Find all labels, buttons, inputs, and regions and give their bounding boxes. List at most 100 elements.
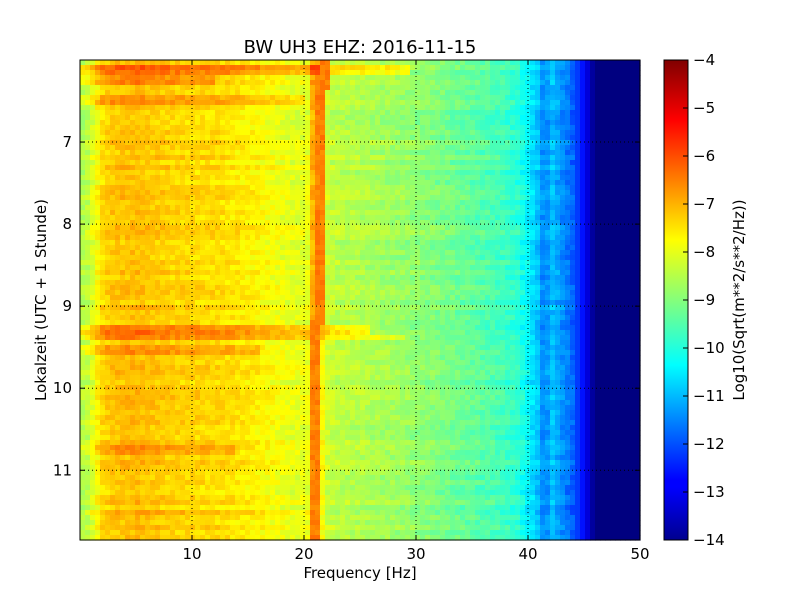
heatmap-cell xyxy=(495,235,501,241)
heatmap-cell xyxy=(130,125,136,131)
heatmap-cell xyxy=(355,250,361,256)
heatmap-cell xyxy=(605,130,611,136)
heatmap-cell xyxy=(270,280,276,286)
heatmap-cell xyxy=(310,240,316,246)
heatmap-cell xyxy=(155,160,161,166)
heatmap-cell xyxy=(115,280,121,286)
heatmap-cell xyxy=(335,280,341,286)
heatmap-cell xyxy=(200,235,206,241)
heatmap-cell xyxy=(585,245,591,251)
heatmap-cell xyxy=(290,185,296,191)
heatmap-cell xyxy=(175,265,181,271)
heatmap-cell xyxy=(105,190,111,196)
heatmap-cell xyxy=(110,65,116,71)
heatmap-cell xyxy=(335,95,341,101)
heatmap-cell xyxy=(95,235,101,241)
heatmap-cell xyxy=(290,160,296,166)
heatmap-cell xyxy=(220,70,226,76)
heatmap-cell xyxy=(90,95,96,101)
heatmap-cell xyxy=(300,75,306,81)
heatmap-cell xyxy=(560,215,566,221)
heatmap-cell xyxy=(350,110,356,116)
heatmap-cell xyxy=(525,200,531,206)
heatmap-cell xyxy=(520,230,526,236)
heatmap-cell xyxy=(410,255,416,261)
heatmap-cell xyxy=(480,255,486,261)
heatmap-cell xyxy=(580,265,586,271)
heatmap-cell xyxy=(525,75,531,81)
heatmap-cell xyxy=(440,255,446,261)
heatmap-cell xyxy=(120,100,126,106)
heatmap-cell xyxy=(420,240,426,246)
heatmap-cell xyxy=(245,250,251,256)
heatmap-cell xyxy=(375,265,381,271)
heatmap-cell xyxy=(230,265,236,271)
heatmap-cell xyxy=(160,180,166,186)
heatmap-cell xyxy=(210,190,216,196)
heatmap-cell xyxy=(305,280,311,286)
heatmap-cell xyxy=(280,175,286,181)
heatmap-cell xyxy=(205,270,211,276)
heatmap-cell xyxy=(480,70,486,76)
heatmap-cell xyxy=(265,280,271,286)
heatmap-cell xyxy=(265,70,271,76)
heatmap-cell xyxy=(490,125,496,131)
heatmap-cell xyxy=(250,220,256,226)
heatmap-cell xyxy=(635,155,641,161)
heatmap-cell xyxy=(80,250,86,256)
heatmap-cell xyxy=(440,85,446,91)
heatmap-cell xyxy=(580,155,586,161)
heatmap-cell xyxy=(440,145,446,151)
heatmap-cell xyxy=(315,150,321,156)
heatmap-cell xyxy=(170,240,176,246)
heatmap-cell xyxy=(530,210,536,216)
heatmap-cell xyxy=(565,85,571,91)
heatmap-cell xyxy=(325,125,331,131)
heatmap-cell xyxy=(315,135,321,141)
heatmap-cell xyxy=(570,240,576,246)
heatmap-cell xyxy=(245,235,251,241)
heatmap-cell xyxy=(420,200,426,206)
heatmap-cell xyxy=(485,250,491,256)
heatmap-cell xyxy=(85,235,91,241)
heatmap-cell xyxy=(615,275,621,281)
heatmap-cell xyxy=(430,125,436,131)
heatmap-cell xyxy=(225,120,231,126)
heatmap-cell xyxy=(430,105,436,111)
heatmap-cell xyxy=(355,140,361,146)
heatmap-cell xyxy=(250,145,256,151)
heatmap-cell xyxy=(565,190,571,196)
heatmap-cell xyxy=(335,265,341,271)
heatmap-cell xyxy=(510,260,516,266)
heatmap-cell xyxy=(140,260,146,266)
heatmap-cell xyxy=(530,225,536,231)
heatmap-cell xyxy=(145,275,151,281)
heatmap-cell xyxy=(600,210,606,216)
heatmap-cell xyxy=(160,215,166,221)
heatmap-cell xyxy=(170,95,176,101)
heatmap-cell xyxy=(385,190,391,196)
heatmap-cell xyxy=(325,200,331,206)
heatmap-cell xyxy=(110,275,116,281)
heatmap-cell xyxy=(555,245,561,251)
heatmap-cell xyxy=(160,185,166,191)
heatmap-cell xyxy=(255,280,261,286)
heatmap-cell xyxy=(100,140,106,146)
heatmap-cell xyxy=(130,115,136,121)
heatmap-cell xyxy=(440,75,446,81)
heatmap-cell xyxy=(510,75,516,81)
heatmap-cell xyxy=(240,75,246,81)
heatmap-cell xyxy=(165,280,171,286)
heatmap-cell xyxy=(235,130,241,136)
heatmap-cell xyxy=(155,100,161,106)
heatmap-cell xyxy=(235,190,241,196)
heatmap-cell xyxy=(490,260,496,266)
heatmap-cell xyxy=(300,280,306,286)
heatmap-cell xyxy=(435,205,441,211)
heatmap-cell xyxy=(455,195,461,201)
heatmap-cell xyxy=(545,190,551,196)
heatmap-cell xyxy=(280,275,286,281)
heatmap-cell xyxy=(570,195,576,201)
heatmap-cell xyxy=(145,200,151,206)
heatmap-cell xyxy=(245,205,251,211)
